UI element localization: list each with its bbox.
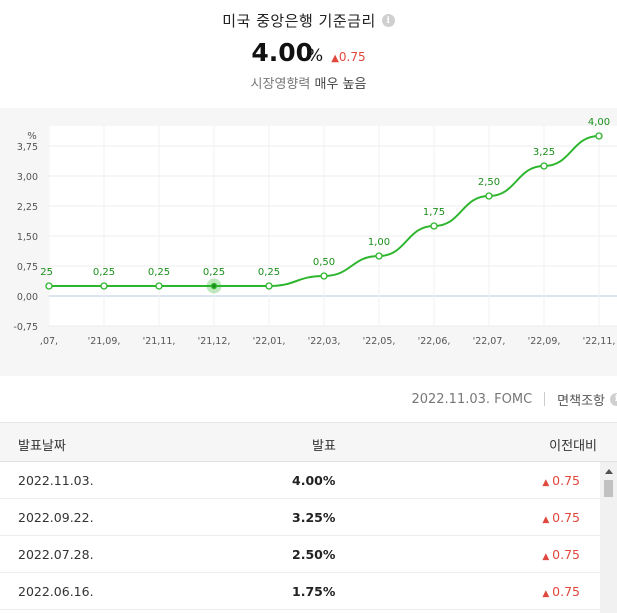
x-tick-label: '21,12, bbox=[198, 336, 231, 347]
disclaimer-info-icon[interactable]: i bbox=[610, 392, 617, 406]
table-row: 2022.09.22. 3.25% ▲ 0.75 bbox=[0, 499, 600, 536]
x-tick-label: '21,09, bbox=[88, 336, 121, 347]
cell-value: 1.75% bbox=[292, 584, 336, 599]
col-header-release: 발표 bbox=[312, 439, 336, 454]
data-point bbox=[210, 282, 218, 290]
plot-area bbox=[48, 126, 617, 326]
cell-value: 3.25% bbox=[292, 510, 336, 525]
data-point bbox=[320, 272, 328, 280]
cell-date: 2022.06.16. bbox=[18, 584, 94, 599]
up-triangle-icon: ▲ bbox=[542, 515, 553, 525]
cell-change: ▲ 0.75 bbox=[542, 584, 580, 599]
data-point bbox=[375, 252, 383, 260]
cell-value: 4.00% bbox=[292, 473, 336, 488]
cell-date: 2022.07.28. bbox=[18, 547, 94, 562]
rate-unit: % bbox=[307, 46, 324, 66]
scroll-up-arrow-icon[interactable] bbox=[600, 465, 617, 477]
data-point bbox=[100, 282, 108, 290]
y-axis-unit: % bbox=[27, 131, 37, 142]
cell-change-value: 0.75 bbox=[552, 510, 580, 525]
data-label: 2,50 bbox=[478, 177, 500, 188]
data-label: 0,25 bbox=[258, 267, 280, 278]
cell-change-value: 0.75 bbox=[552, 584, 580, 599]
announcement-source: 2022.11.03. FOMC bbox=[411, 391, 533, 407]
history-table[interactable]: 2022.11.03. 4.00% ▲ 0.75 2022.09.22. 3.2… bbox=[0, 462, 617, 613]
y-tick-label: 1,50 bbox=[17, 232, 38, 243]
title-row: 미국 중앙은행 기준금리 i bbox=[0, 10, 617, 31]
data-label: 1,00 bbox=[368, 237, 390, 248]
data-label: 0,50 bbox=[313, 257, 335, 268]
col-header-change: 이전대비 bbox=[549, 439, 597, 454]
table-row: 2022.11.03. 4.00% ▲ 0.75 bbox=[0, 462, 600, 499]
up-triangle-icon: ▲ bbox=[331, 53, 339, 64]
data-point bbox=[485, 192, 493, 200]
up-triangle-icon: ▲ bbox=[542, 589, 553, 599]
data-label: 4,00 bbox=[588, 117, 610, 128]
x-tick-label: '22,07, bbox=[473, 336, 506, 347]
y-tick-label: 0,75 bbox=[17, 262, 38, 273]
series-line bbox=[49, 135, 600, 287]
data-point bbox=[595, 132, 603, 140]
cell-change: ▲ 0.75 bbox=[542, 473, 580, 488]
cell-change: ▲ 0.75 bbox=[542, 510, 580, 525]
disclaimer-link[interactable]: 면책조항 bbox=[557, 393, 605, 409]
data-point bbox=[265, 282, 273, 290]
table-scrollbar[interactable] bbox=[600, 462, 617, 613]
x-tick-label: '22,03, bbox=[308, 336, 341, 347]
cell-date: 2022.09.22. bbox=[18, 510, 94, 525]
x-tick-label: '22,09, bbox=[528, 336, 561, 347]
data-point bbox=[540, 162, 548, 170]
rate-header: 미국 중앙은행 기준금리 i 4.00% ▲0.75 시장영향력 매우 높음 bbox=[0, 0, 617, 108]
data-point bbox=[155, 282, 163, 290]
cell-change-value: 0.75 bbox=[552, 473, 580, 488]
info-icon[interactable]: i bbox=[381, 14, 395, 27]
rate-chart: -0,75 0,00 0,75 1,50 2,25 3,00 3,75% ,07, '21,09… bbox=[0, 108, 617, 376]
rate-change: ▲0.75 bbox=[331, 50, 365, 64]
data-point bbox=[45, 282, 53, 290]
impact-label: 시장영향력 bbox=[250, 77, 311, 92]
x-tick-label: '22,01, bbox=[253, 336, 286, 347]
rate-group: 4.00% bbox=[251, 38, 323, 67]
col-header-date: 발표날짜 bbox=[18, 439, 66, 454]
rate-value-row: 4.00% ▲0.75 bbox=[0, 38, 617, 67]
meta-row: 2022.11.03. FOMC 면책조항 i bbox=[0, 376, 617, 422]
y-tick-label: 0,00 bbox=[17, 292, 38, 303]
y-tick-label: 2,25 bbox=[17, 202, 38, 213]
impact-value: 매우 높음 bbox=[314, 77, 367, 92]
y-tick-label: 3,00 bbox=[17, 172, 38, 183]
table-header: 발표날짜 발표 이전대비 bbox=[0, 422, 617, 462]
x-tick-label: '21,11, bbox=[143, 336, 176, 347]
market-impact: 시장영향력 매우 높음 bbox=[0, 73, 617, 92]
cell-change-value: 0.75 bbox=[552, 547, 580, 562]
data-label: 0,25 bbox=[93, 267, 115, 278]
divider bbox=[544, 392, 546, 406]
rate-change-value: 0.75 bbox=[338, 50, 366, 64]
data-label: 25 bbox=[40, 267, 53, 278]
y-tick-label: 3,75 bbox=[17, 142, 38, 153]
up-triangle-icon: ▲ bbox=[542, 478, 553, 488]
y-tick-label: -0,75 bbox=[13, 322, 38, 333]
page-title: 미국 중앙은행 기준금리 bbox=[222, 12, 376, 30]
data-label: 0,25 bbox=[203, 267, 225, 278]
up-triangle-icon: ▲ bbox=[542, 552, 553, 562]
cell-change: ▲ 0.75 bbox=[542, 547, 580, 562]
rate-value: 4.00 bbox=[251, 38, 314, 67]
rate-line-chart: -0,75 0,00 0,75 1,50 2,25 3,00 3,75% ,07, '21,09… bbox=[13, 117, 617, 347]
cell-value: 2.50% bbox=[292, 547, 336, 562]
x-tick-label: '22,05, bbox=[363, 336, 396, 347]
data-label: 1,75 bbox=[423, 207, 445, 218]
x-tick-label: ,07, bbox=[40, 336, 58, 347]
cell-date: 2022.11.03. bbox=[18, 473, 94, 488]
scroll-thumb[interactable] bbox=[604, 480, 613, 497]
data-label: 3,25 bbox=[533, 147, 555, 158]
table-row: 2022.06.16. 1.75% ▲ 0.75 bbox=[0, 573, 600, 610]
data-point bbox=[430, 222, 438, 230]
x-tick-label: '22,06, bbox=[418, 336, 451, 347]
x-tick-label: '22,11, bbox=[583, 336, 616, 347]
table-row: 2022.07.28. 2.50% ▲ 0.75 bbox=[0, 536, 600, 573]
data-label: 0,25 bbox=[148, 267, 170, 278]
